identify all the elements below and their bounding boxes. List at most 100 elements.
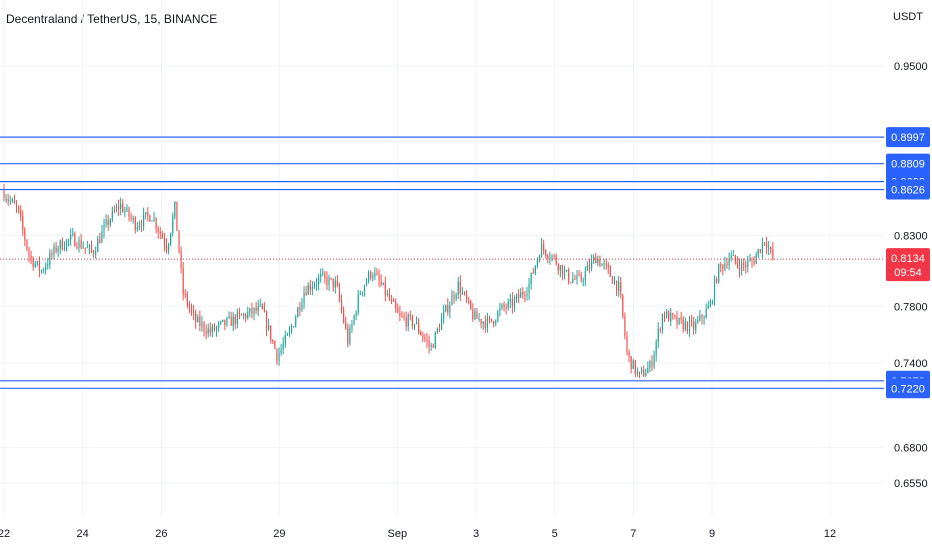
candle-body	[499, 308, 501, 312]
candle-body	[305, 292, 307, 295]
candle-body	[76, 246, 78, 248]
candle-body	[447, 305, 449, 313]
candle-body	[649, 361, 651, 368]
candle-body	[253, 307, 255, 314]
candle-body	[390, 299, 393, 301]
y-tick-label: 0.9500	[894, 61, 928, 73]
candle-body	[676, 316, 678, 325]
candle-body	[88, 245, 91, 248]
candle-body	[570, 282, 572, 284]
candle-body	[357, 294, 359, 313]
candle-body	[265, 312, 268, 330]
candle-body	[334, 280, 336, 288]
level-lines[interactable]	[0, 136, 884, 389]
candle-body	[182, 267, 184, 294]
candle-body	[340, 299, 343, 310]
candle-body	[613, 280, 616, 284]
candle-body	[720, 264, 722, 266]
candle-body	[120, 203, 122, 209]
axes: 0.9500 0.8300 0.7800 0.7400 0.6800 0.6550 22 24…	[0, 61, 928, 540]
candle-body	[345, 321, 347, 328]
x-tick-label: 5	[552, 528, 558, 540]
candle-body	[757, 249, 759, 255]
candle-body	[220, 321, 222, 324]
candle-body	[203, 322, 205, 331]
candle-body	[347, 327, 349, 344]
candle-body	[365, 281, 368, 286]
candle-body	[382, 282, 384, 285]
grid-lines	[0, 0, 884, 516]
candle-body	[184, 293, 186, 295]
candle-body	[276, 348, 278, 361]
candle-body	[82, 247, 84, 249]
candle-body	[351, 323, 353, 329]
candle-body	[578, 274, 580, 276]
candle-body	[11, 199, 13, 201]
candle-body	[355, 312, 357, 316]
candle-body	[753, 261, 755, 264]
candle-body	[332, 278, 334, 288]
candle-body	[457, 281, 459, 295]
candle-body	[274, 341, 276, 349]
candle-body	[270, 325, 272, 341]
candle-body	[297, 307, 299, 318]
candle-body	[476, 311, 478, 319]
candle-body	[399, 312, 401, 316]
candle-body	[288, 330, 291, 334]
candle-body	[80, 239, 82, 248]
candle-body	[493, 321, 495, 324]
candle-body	[168, 244, 170, 251]
candle-body	[445, 305, 447, 312]
candle-body	[188, 304, 191, 309]
x-tick-label: Sep	[388, 528, 408, 540]
candle-body	[336, 280, 338, 286]
candle-body	[543, 243, 545, 251]
candle-body	[703, 317, 705, 319]
level-tag	[886, 378, 930, 399]
candle-body	[153, 218, 155, 221]
candle-body	[386, 293, 388, 296]
candle-body	[395, 301, 397, 309]
candle-body	[438, 328, 441, 331]
candle-body	[122, 203, 124, 212]
candle-body	[472, 308, 474, 320]
candle-body	[713, 279, 716, 302]
candle-body	[465, 293, 468, 300]
candle-body	[28, 248, 30, 256]
candle-body	[603, 263, 605, 265]
candle-body	[538, 257, 541, 260]
candle-body	[488, 317, 491, 319]
x-tick-label: 26	[155, 528, 167, 540]
candle-body	[568, 270, 570, 283]
candle-body	[197, 316, 199, 322]
candle-body	[530, 272, 532, 285]
candle-body	[432, 345, 434, 348]
candle-body	[401, 315, 403, 317]
candle-body	[55, 245, 57, 252]
candle-body	[320, 274, 322, 278]
candle-body	[228, 316, 230, 318]
candle-body	[736, 261, 739, 266]
candle-body	[107, 219, 109, 225]
candle-body	[376, 272, 378, 275]
candle-body	[328, 277, 330, 286]
candle-body	[9, 200, 11, 202]
candle-body	[236, 312, 238, 325]
candle-body	[684, 322, 686, 330]
candle-body	[620, 282, 622, 295]
x-tick-label: 24	[77, 528, 89, 540]
candle-body	[572, 278, 574, 283]
last-price-label: 0.8134	[891, 253, 925, 265]
candle-body	[115, 206, 118, 211]
candle-body	[772, 249, 774, 259]
candle-body	[520, 292, 522, 298]
candle-body	[209, 328, 211, 333]
candle-body	[393, 299, 395, 302]
candle-body	[734, 254, 736, 262]
candle-body	[699, 314, 701, 321]
candle-body	[745, 265, 747, 267]
level-tag	[886, 127, 930, 148]
candle-body	[584, 271, 586, 281]
candle-body	[286, 333, 288, 336]
